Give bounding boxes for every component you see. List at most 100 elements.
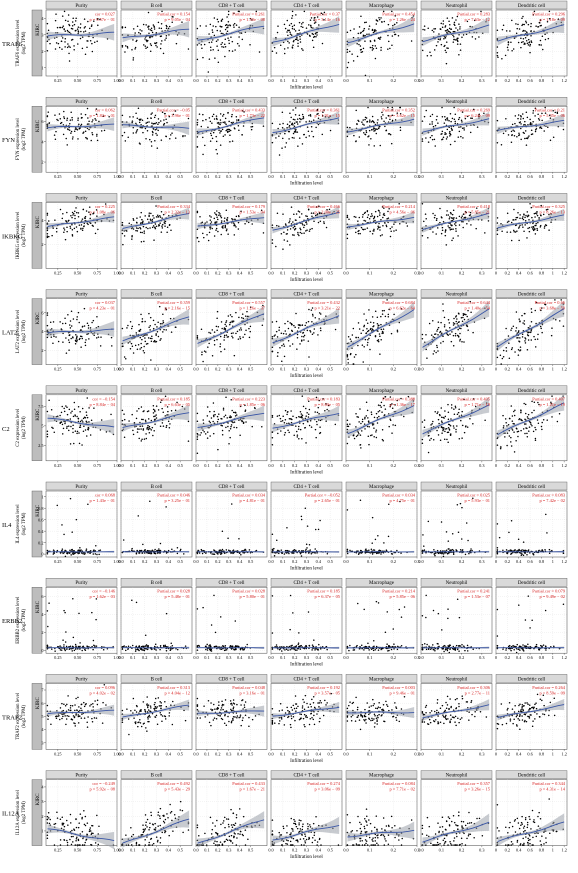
scatter-point — [72, 432, 74, 434]
scatter-point — [47, 235, 49, 237]
panel-title: Macrophage — [369, 100, 395, 105]
scatter-point — [355, 337, 357, 339]
x-tick-label: 0.1 — [280, 367, 285, 372]
scatter-point — [535, 233, 537, 235]
scatter-point — [150, 218, 152, 220]
scatter-point — [455, 228, 457, 230]
scatter-point — [75, 17, 77, 19]
scatter-point — [440, 38, 442, 40]
scatter-point — [64, 411, 66, 413]
x-tick-label: 0.2 — [142, 174, 147, 179]
scatter-point — [391, 143, 393, 145]
scatter-point — [216, 228, 218, 230]
scatter-point — [289, 121, 291, 123]
scatter-point — [455, 225, 457, 227]
scatter-point — [214, 340, 216, 342]
scatter-point — [63, 25, 65, 27]
scatter-point — [463, 129, 465, 131]
scatter-point — [382, 217, 384, 219]
scatter-point — [367, 107, 369, 109]
x-tick-label: 0.4 — [166, 78, 172, 83]
scatter-point — [227, 112, 229, 114]
scatter-point — [385, 117, 387, 119]
scatter-point — [217, 39, 219, 41]
scatter-point — [364, 40, 366, 42]
scatter-point — [170, 318, 172, 320]
scatter-point — [55, 13, 57, 15]
scatter-point — [211, 41, 213, 43]
scatter-point — [546, 419, 548, 421]
scatter-point — [188, 421, 190, 423]
scatter-point — [380, 339, 382, 341]
x-tick-label: 0.2 — [215, 367, 220, 372]
scatter-point — [163, 322, 165, 324]
scatter-point — [76, 316, 78, 318]
scatter-point — [226, 219, 228, 221]
scatter-point — [520, 412, 522, 414]
scatter-point — [236, 119, 238, 121]
scatter-point — [303, 423, 305, 425]
scatter-point — [277, 32, 279, 34]
scatter-point — [214, 212, 216, 214]
x-tick-label: 0.1 — [204, 78, 209, 83]
scatter-point — [424, 426, 426, 428]
scatter-point — [449, 218, 451, 220]
x-tick-label: 0.2 — [459, 78, 464, 83]
scatter-point — [519, 28, 521, 30]
stat-p-value: p = 8.60e − 05 — [314, 402, 340, 407]
scatter-point — [217, 311, 219, 313]
scatter-point — [296, 417, 298, 419]
x-tick-label: 0.3 — [479, 78, 484, 83]
scatter-point — [141, 440, 143, 442]
scatter-point — [71, 310, 73, 312]
x-tick-label: 0.2 — [292, 367, 297, 372]
scatter-point — [518, 42, 520, 44]
scatter-point — [209, 232, 211, 234]
scatter-point — [69, 129, 71, 131]
stat-p-value: p = 1.40e − 54 — [464, 306, 490, 311]
scatter-point — [438, 321, 440, 323]
scatter-point — [310, 331, 312, 333]
scatter-point — [449, 24, 451, 26]
stat-correlation: Partial.cor = 0.684 — [382, 300, 416, 305]
scatter-point — [358, 230, 360, 232]
scatter-point — [446, 244, 448, 246]
scatter-point — [288, 138, 290, 140]
x-tick-label: 0.0 — [343, 367, 348, 372]
scatter-point — [65, 239, 67, 241]
scatter-point — [209, 421, 211, 423]
scatter-point — [155, 333, 157, 335]
x-tick-label: 0.1 — [367, 78, 372, 83]
scatter-point — [236, 216, 238, 218]
stat-p-value: p = 1.26e − 24 — [389, 17, 415, 22]
panel-title: Neutrophil — [446, 389, 468, 394]
scatter-point — [531, 321, 533, 323]
scatter-point — [69, 324, 71, 326]
scatter-point — [175, 326, 177, 328]
scatter-point — [358, 433, 360, 435]
scatter-point — [388, 24, 390, 26]
scatter-point — [292, 47, 294, 49]
y-axis-label-line-2: (log2 TPM) — [22, 224, 27, 247]
scatter-point — [67, 43, 69, 45]
scatter-point — [461, 411, 463, 413]
scatter-point — [317, 334, 319, 336]
scatter-point — [82, 338, 84, 340]
scatter-point — [400, 127, 402, 129]
scatter-point — [202, 120, 204, 122]
scatter-point — [527, 416, 529, 418]
scatter-point — [277, 336, 279, 338]
scatter-point — [528, 332, 530, 334]
scatter-point — [220, 234, 222, 236]
scatter-point — [145, 138, 147, 140]
scatter-point — [353, 60, 355, 62]
scatter-point — [308, 340, 310, 342]
scatter-point — [541, 120, 543, 122]
scatter-point — [380, 36, 382, 38]
scatter-point — [80, 113, 82, 115]
scatter-point — [85, 345, 87, 347]
scatter-point — [305, 230, 307, 232]
scatter-point — [525, 342, 527, 344]
